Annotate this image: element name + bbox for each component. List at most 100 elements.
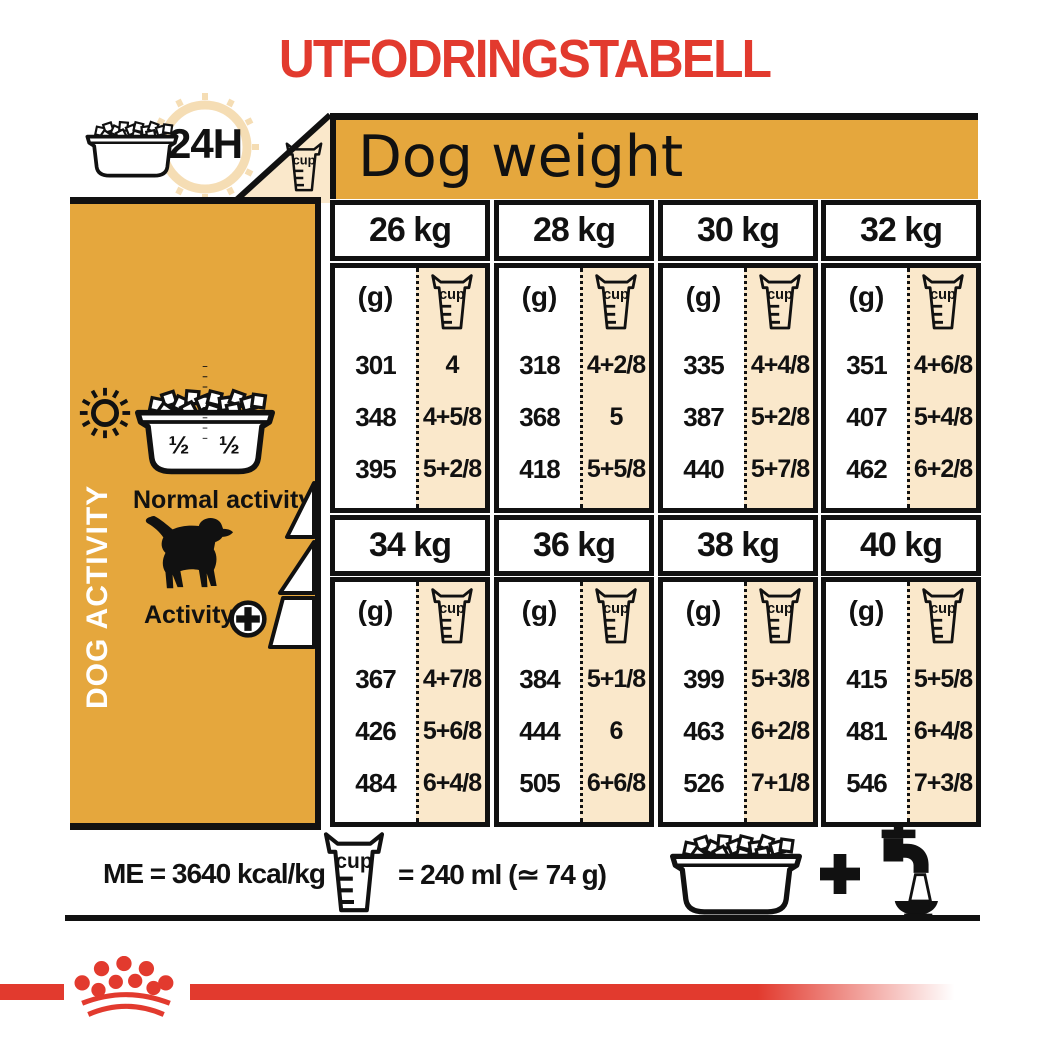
grams-unit-label: (g)	[521, 281, 558, 312]
cup-subcolumn: 5+3/8 6+2/8 7+1/8	[744, 582, 813, 822]
measuring-cup-icon	[429, 274, 475, 332]
weight-column-body-38kg: 5+3/8 6+2/8 7+1/8 (g) 399 463 526	[658, 577, 818, 827]
cup-subcolumn: 4+7/8 5+6/8 6+4/8	[416, 582, 485, 822]
measuring-cup-icon	[920, 274, 966, 332]
moon-icon	[278, 388, 322, 438]
grams-value: 484	[355, 767, 396, 798]
grams-value: 444	[519, 715, 560, 746]
grams-unit-label: (g)	[357, 595, 394, 626]
cup-value: 7+3/8	[913, 768, 973, 797]
cup-value: 6	[609, 716, 624, 745]
weight-label: 30 kg	[697, 211, 780, 249]
cup-value: 5+5/8	[913, 664, 973, 693]
grams-value: 481	[846, 715, 887, 746]
grams-unit-label: (g)	[685, 595, 722, 626]
grams-subcolumn: (g) 351 407 462	[826, 268, 907, 508]
weight-header-26kg: 26 kg	[330, 200, 490, 261]
cup-value: 6+2/8	[750, 716, 810, 745]
cup-value: 5+3/8	[750, 664, 810, 693]
grams-subcolumn: (g) 399 463 526	[663, 582, 744, 822]
cup-value: 4+5/8	[422, 402, 482, 431]
page-title: UTFODRINGSTABELL	[278, 29, 772, 89]
grams-value: 384	[519, 663, 560, 694]
cup-equivalence-label: = 240 ml (≃ 74 g)	[398, 859, 607, 890]
food-bowl-icon	[82, 118, 182, 180]
weight-header-32kg: 32 kg	[821, 200, 981, 261]
grams-value: 407	[846, 401, 887, 432]
weight-header-40kg: 40 kg	[821, 515, 981, 576]
cup-value: 4	[445, 350, 460, 379]
grams-value: 526	[683, 767, 724, 798]
grams-subcolumn: (g) 335 387 440	[663, 268, 744, 508]
cup-value: 5+5/8	[586, 454, 646, 483]
dog-activity-vertical-label: DOG ACTIVITY	[81, 484, 114, 709]
brand-stripe-right	[190, 984, 978, 1000]
grams-subcolumn: (g) 318 368 418	[499, 268, 580, 508]
cup-value: 6+6/8	[586, 768, 646, 797]
cup-value: 4+2/8	[586, 350, 646, 379]
cup-value: 5	[609, 402, 624, 431]
cup-value: 6+2/8	[913, 454, 973, 483]
cup-value: 7+1/8	[750, 768, 810, 797]
weight-column-body-40kg: 5+5/8 6+4/8 7+3/8 (g) 415 481 546	[821, 577, 981, 827]
cup-subcolumn: 4+2/8 5 5+5/8	[580, 268, 649, 508]
cup-subcolumn: 5+1/8 6 6+6/8	[580, 582, 649, 822]
weight-column-body-36kg: 5+1/8 6 6+6/8 (g) 384 444 505	[494, 577, 654, 827]
cup-subcolumn: 5+5/8 6+4/8 7+3/8	[907, 582, 976, 822]
plus-icon	[820, 854, 860, 894]
grams-subcolumn: (g) 367 426 484	[335, 582, 416, 822]
weight-label: 36 kg	[533, 526, 616, 564]
weight-column-body-32kg: 4+6/8 5+4/8 6+2/8 (g) 351 407 462	[821, 263, 981, 513]
half-portions-bowl-icon	[130, 366, 280, 478]
weight-label: 32 kg	[860, 211, 943, 249]
measuring-cup-icon	[757, 274, 803, 332]
grams-subcolumn: (g) 415 481 546	[826, 582, 907, 822]
brand-stripe-left	[0, 984, 64, 1000]
grams-value: 415	[846, 663, 887, 694]
measuring-cup-icon	[284, 141, 324, 195]
grams-value: 462	[846, 453, 887, 484]
weight-label: 38 kg	[697, 526, 780, 564]
weight-column-body-34kg: 4+7/8 5+6/8 6+4/8 (g) 367 426 484	[330, 577, 490, 827]
measuring-cup-icon	[593, 588, 639, 646]
cup-value: 5+7/8	[750, 454, 810, 483]
grams-subcolumn: (g) 384 444 505	[499, 582, 580, 822]
grams-value: 399	[683, 663, 724, 694]
cup-value: 4+4/8	[750, 350, 810, 379]
weight-header-34kg: 34 kg	[330, 515, 490, 576]
grams-value: 426	[355, 715, 396, 746]
weight-label: 26 kg	[369, 211, 452, 249]
activity-level-triangles	[268, 481, 316, 649]
royal-canin-crown-logo	[74, 956, 178, 1020]
food-bowl-icon	[652, 830, 820, 918]
cup-subcolumn: 4+4/8 5+2/8 5+7/8	[744, 268, 813, 508]
grams-value: 335	[683, 349, 724, 380]
measuring-cup-icon	[318, 832, 390, 916]
grams-value: 546	[846, 767, 887, 798]
cup-subcolumn: 4 4+5/8 5+2/8	[416, 268, 485, 508]
grams-value: 348	[355, 401, 396, 432]
cup-value: 6+4/8	[422, 768, 482, 797]
grams-value: 395	[355, 453, 396, 484]
diagonal-corner	[233, 113, 330, 203]
activity-label: Activity	[144, 601, 235, 629]
cup-value: 6+4/8	[913, 716, 973, 745]
grams-unit-label: (g)	[521, 595, 558, 626]
weight-label: 34 kg	[369, 526, 452, 564]
weight-header-36kg: 36 kg	[494, 515, 654, 576]
weight-label: 40 kg	[860, 526, 943, 564]
grams-value: 368	[519, 401, 560, 432]
divider-rule	[65, 915, 980, 921]
grams-unit-label: (g)	[848, 595, 885, 626]
cup-value: 5+4/8	[913, 402, 973, 431]
dog-silhouette-icon	[142, 514, 238, 594]
cup-subcolumn: 4+6/8 5+4/8 6+2/8	[907, 268, 976, 508]
cup-value: 4+7/8	[422, 664, 482, 693]
cup-value: 5+2/8	[422, 454, 482, 483]
grams-subcolumn: (g) 301 348 395	[335, 268, 416, 508]
grams-value: 351	[846, 349, 887, 380]
grams-unit-label: (g)	[685, 281, 722, 312]
grams-value: 505	[519, 767, 560, 798]
measuring-cup-icon	[429, 588, 475, 646]
